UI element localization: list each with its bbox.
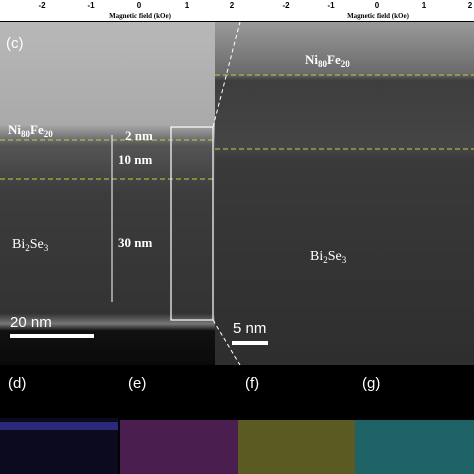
tick: 2	[468, 1, 473, 10]
panel-label: (g)	[362, 375, 380, 392]
scale-bar	[232, 341, 268, 345]
panel-label: (c)	[6, 35, 24, 52]
eds-map	[355, 420, 474, 474]
panel-label: (e)	[128, 375, 146, 392]
top-ticks: -2 -1 0 1 2 Magnetic field (kOe) -2 -1 0…	[38, 1, 472, 20]
substrate-label: Bi2Se3	[310, 249, 347, 265]
substrate-label: Bi2Se3	[12, 237, 49, 253]
panel-label: (d)	[8, 375, 26, 392]
scale-bar	[10, 334, 94, 338]
tick: 1	[185, 1, 190, 10]
axis-label: Magnetic field (kOe)	[109, 12, 171, 20]
tick: 0	[137, 1, 142, 10]
tick: 1	[422, 1, 427, 10]
thickness-label: 30 nm	[118, 235, 152, 250]
tem-zoom-image	[215, 22, 474, 365]
zoom-box	[170, 126, 214, 321]
tick: -1	[327, 1, 335, 10]
tick: -1	[87, 1, 95, 10]
tick: 2	[230, 1, 235, 10]
eds-map	[120, 420, 238, 474]
tick: 0	[375, 1, 380, 10]
panel-label: (f)	[245, 375, 259, 392]
eds-band	[0, 422, 118, 430]
film-label: Ni80Fe20	[305, 52, 350, 69]
eds-map	[238, 420, 355, 474]
axis-label: Magnetic field (kOe)	[347, 12, 409, 20]
scale-bar-label: 5 nm	[233, 320, 266, 337]
tick: -2	[38, 1, 46, 10]
film-label: Ni80Fe20	[8, 122, 53, 139]
zoom-line	[212, 319, 241, 366]
tick: -2	[282, 1, 290, 10]
tem-image	[0, 22, 215, 365]
scale-bar-label: 20 nm	[10, 314, 52, 331]
top-strip	[0, 0, 474, 22]
thickness-label: 10 nm	[118, 152, 152, 167]
thickness-label: 2 nm	[125, 128, 153, 143]
